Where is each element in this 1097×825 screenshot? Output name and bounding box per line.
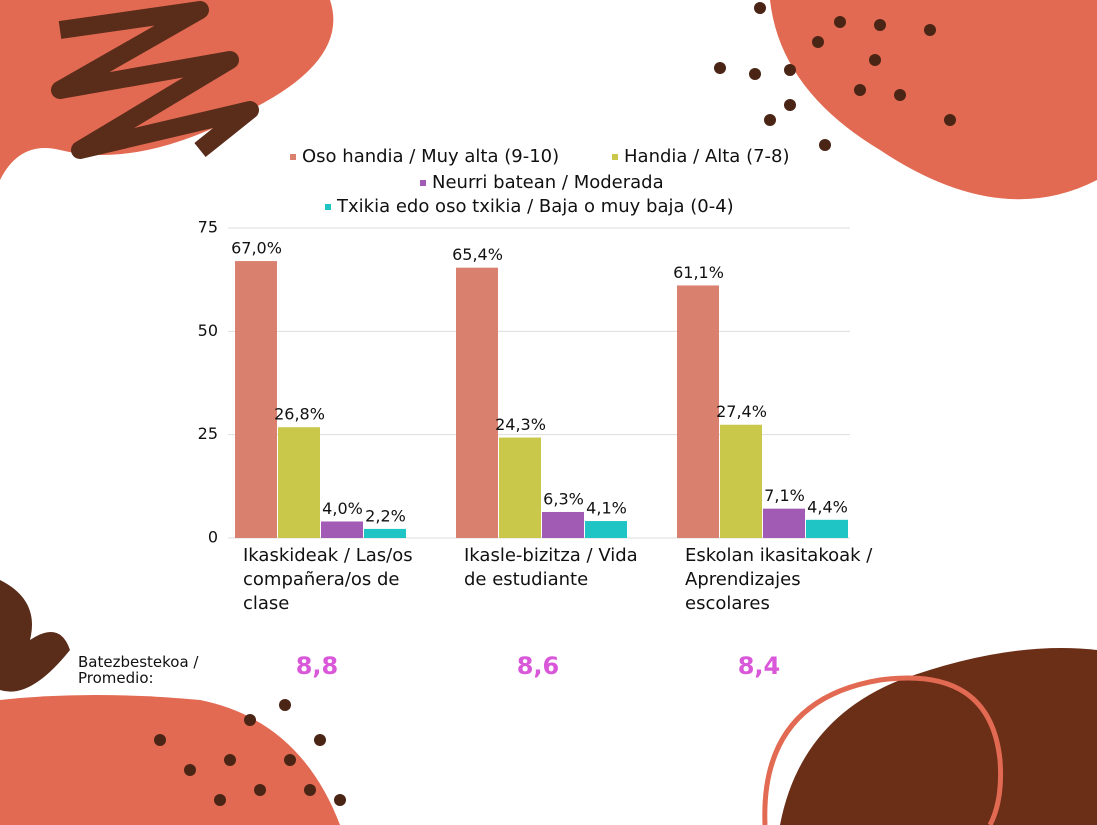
average-value: 8,8	[295, 652, 339, 680]
data-label: 4,0%	[322, 499, 363, 518]
average-value: 8,4	[737, 652, 781, 680]
bar	[720, 424, 762, 538]
data-label: 26,8%	[274, 405, 325, 424]
average-value: 8,6	[516, 652, 560, 680]
x-tick-label: Ikaskideak / Las/os compañera/os de clas…	[243, 545, 413, 614]
bar	[806, 519, 848, 538]
legend-swatch	[325, 204, 331, 210]
bar	[542, 511, 584, 538]
legend-swatch	[420, 180, 426, 186]
y-tick-label: 50	[198, 321, 218, 340]
data-label: 7,1%	[764, 486, 805, 505]
bar	[763, 508, 805, 538]
bar	[278, 427, 320, 538]
x-tick-label: Eskolan ikasitakoak / Aprendizajes escol…	[685, 545, 873, 614]
data-label: 4,4%	[807, 497, 848, 516]
data-label: 61,1%	[673, 263, 724, 282]
bar	[677, 285, 719, 538]
data-label: 4,1%	[586, 499, 627, 518]
bar	[364, 528, 406, 538]
legend-label: Handia / Alta (7-8)	[624, 146, 790, 167]
bar	[235, 261, 277, 538]
x-tick-label: Ikasle-bizitza / Vida de estudiante	[464, 545, 638, 590]
average-label: Batezbestekoa / Promedio:	[78, 653, 199, 687]
y-tick-label: 0	[208, 528, 218, 547]
bar	[499, 437, 541, 538]
data-label: 24,3%	[495, 415, 546, 434]
data-label: 2,2%	[365, 506, 406, 525]
data-label: 6,3%	[543, 489, 584, 508]
bar	[585, 521, 627, 538]
legend-label: Oso handia / Muy alta (9-10)	[302, 146, 559, 167]
legend-swatch	[612, 154, 618, 160]
y-tick-label: 25	[198, 424, 218, 443]
data-label: 67,0%	[231, 239, 282, 258]
data-label: 65,4%	[452, 245, 503, 264]
bar	[321, 521, 363, 538]
legend-swatch	[290, 154, 296, 160]
bar	[456, 267, 498, 538]
y-tick-label: 75	[198, 218, 218, 237]
legend-label: Neurri batean / Moderada	[432, 172, 664, 193]
legend-label: Txikia edo oso txikia / Baja o muy baja …	[336, 196, 734, 217]
data-label: 27,4%	[716, 402, 767, 421]
